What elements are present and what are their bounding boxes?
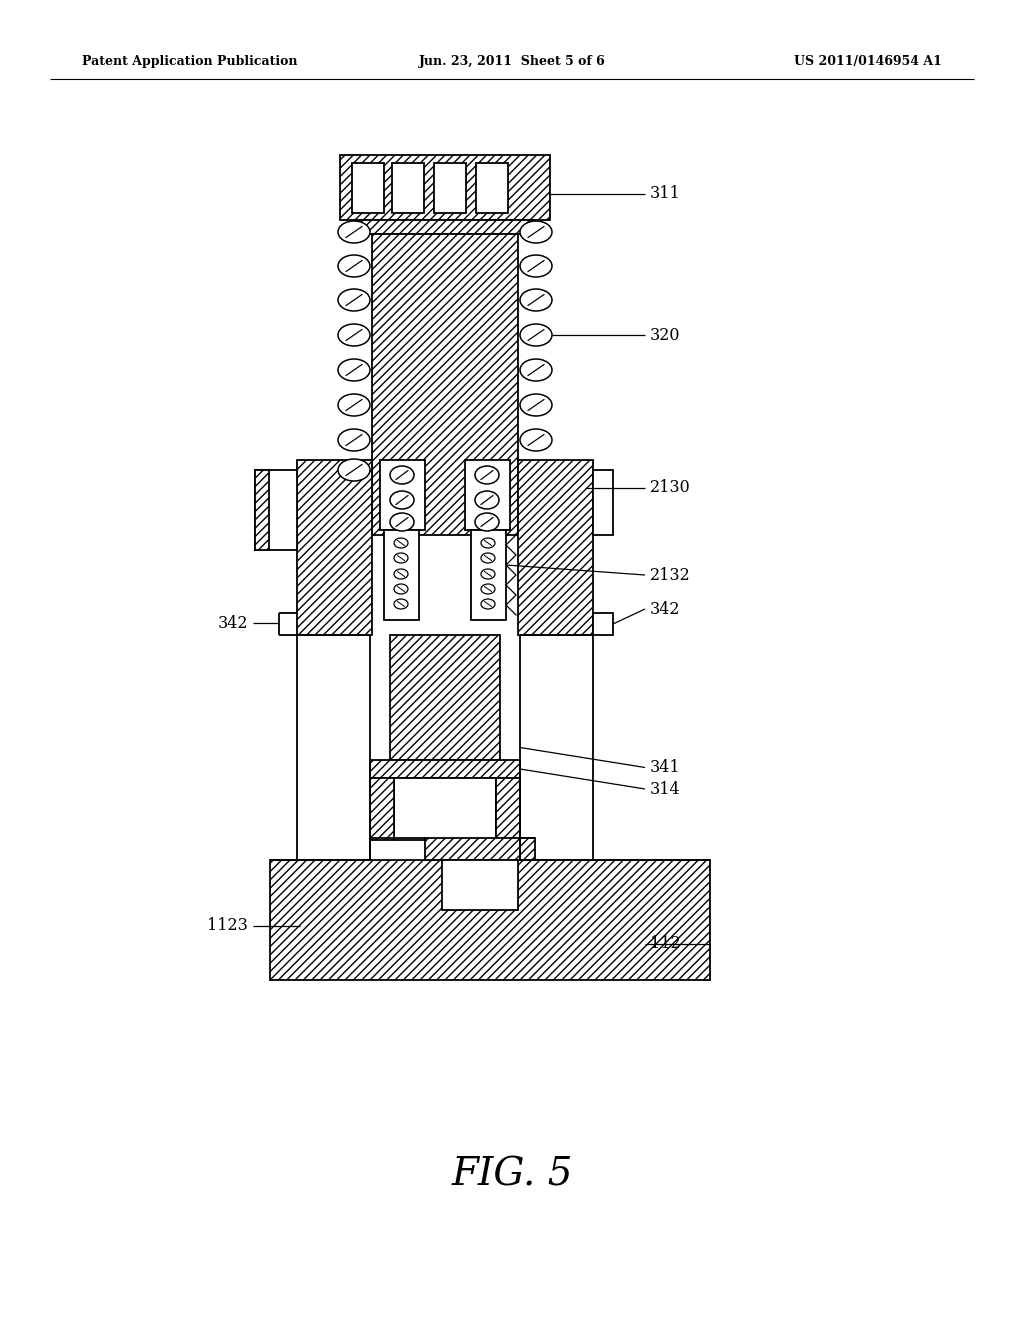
Bar [370, 760, 520, 777]
Text: 1123: 1123 [207, 917, 248, 935]
Text: FIG. 5: FIG. 5 [452, 1156, 572, 1193]
Text: 112: 112 [650, 936, 681, 953]
Ellipse shape [481, 583, 495, 594]
Text: 2130: 2130 [650, 479, 691, 496]
Ellipse shape [394, 553, 408, 564]
Text: 311: 311 [650, 186, 681, 202]
Ellipse shape [338, 220, 370, 243]
Bar [442, 861, 518, 909]
Bar [297, 459, 372, 635]
Ellipse shape [394, 539, 408, 548]
Bar [496, 777, 520, 840]
Ellipse shape [338, 459, 370, 480]
Text: 341: 341 [650, 759, 681, 776]
Bar [392, 162, 424, 213]
Ellipse shape [481, 599, 495, 609]
Ellipse shape [390, 491, 414, 510]
Text: 320: 320 [650, 326, 681, 343]
Text: 314: 314 [650, 780, 681, 797]
Bar [370, 777, 394, 840]
Ellipse shape [338, 289, 370, 312]
Bar [434, 162, 466, 213]
Ellipse shape [481, 539, 495, 548]
Text: US 2011/0146954 A1: US 2011/0146954 A1 [795, 55, 942, 69]
Ellipse shape [338, 429, 370, 451]
Bar [372, 234, 518, 535]
Ellipse shape [520, 255, 552, 277]
Bar [471, 531, 506, 620]
Ellipse shape [481, 569, 495, 579]
Ellipse shape [520, 220, 552, 243]
Ellipse shape [390, 466, 414, 484]
Ellipse shape [475, 466, 499, 484]
Bar [352, 162, 384, 213]
Bar [255, 470, 269, 550]
Bar [380, 459, 425, 531]
Text: Patent Application Publication: Patent Application Publication [82, 55, 298, 69]
Ellipse shape [338, 323, 370, 346]
Ellipse shape [481, 553, 495, 564]
Bar [356, 220, 534, 234]
Ellipse shape [394, 583, 408, 594]
Bar [340, 154, 550, 220]
Bar [390, 635, 500, 760]
Bar [255, 470, 297, 550]
Bar [593, 612, 613, 635]
Bar [593, 470, 613, 535]
Ellipse shape [475, 513, 499, 531]
Bar [425, 838, 535, 861]
Ellipse shape [338, 359, 370, 381]
Text: Jun. 23, 2011  Sheet 5 of 6: Jun. 23, 2011 Sheet 5 of 6 [419, 55, 605, 69]
Bar [518, 459, 593, 635]
Ellipse shape [520, 289, 552, 312]
Ellipse shape [475, 491, 499, 510]
Text: 342: 342 [650, 601, 681, 618]
Bar [384, 531, 419, 620]
Bar [465, 459, 510, 531]
Ellipse shape [338, 255, 370, 277]
Ellipse shape [394, 599, 408, 609]
Bar [476, 162, 508, 213]
Ellipse shape [338, 393, 370, 416]
Ellipse shape [520, 359, 552, 381]
Text: 342: 342 [217, 615, 248, 631]
Ellipse shape [520, 323, 552, 346]
Text: 2132: 2132 [650, 566, 691, 583]
Ellipse shape [390, 513, 414, 531]
Ellipse shape [394, 569, 408, 579]
Ellipse shape [520, 429, 552, 451]
Bar [394, 777, 496, 840]
Bar [270, 861, 710, 979]
Ellipse shape [520, 393, 552, 416]
